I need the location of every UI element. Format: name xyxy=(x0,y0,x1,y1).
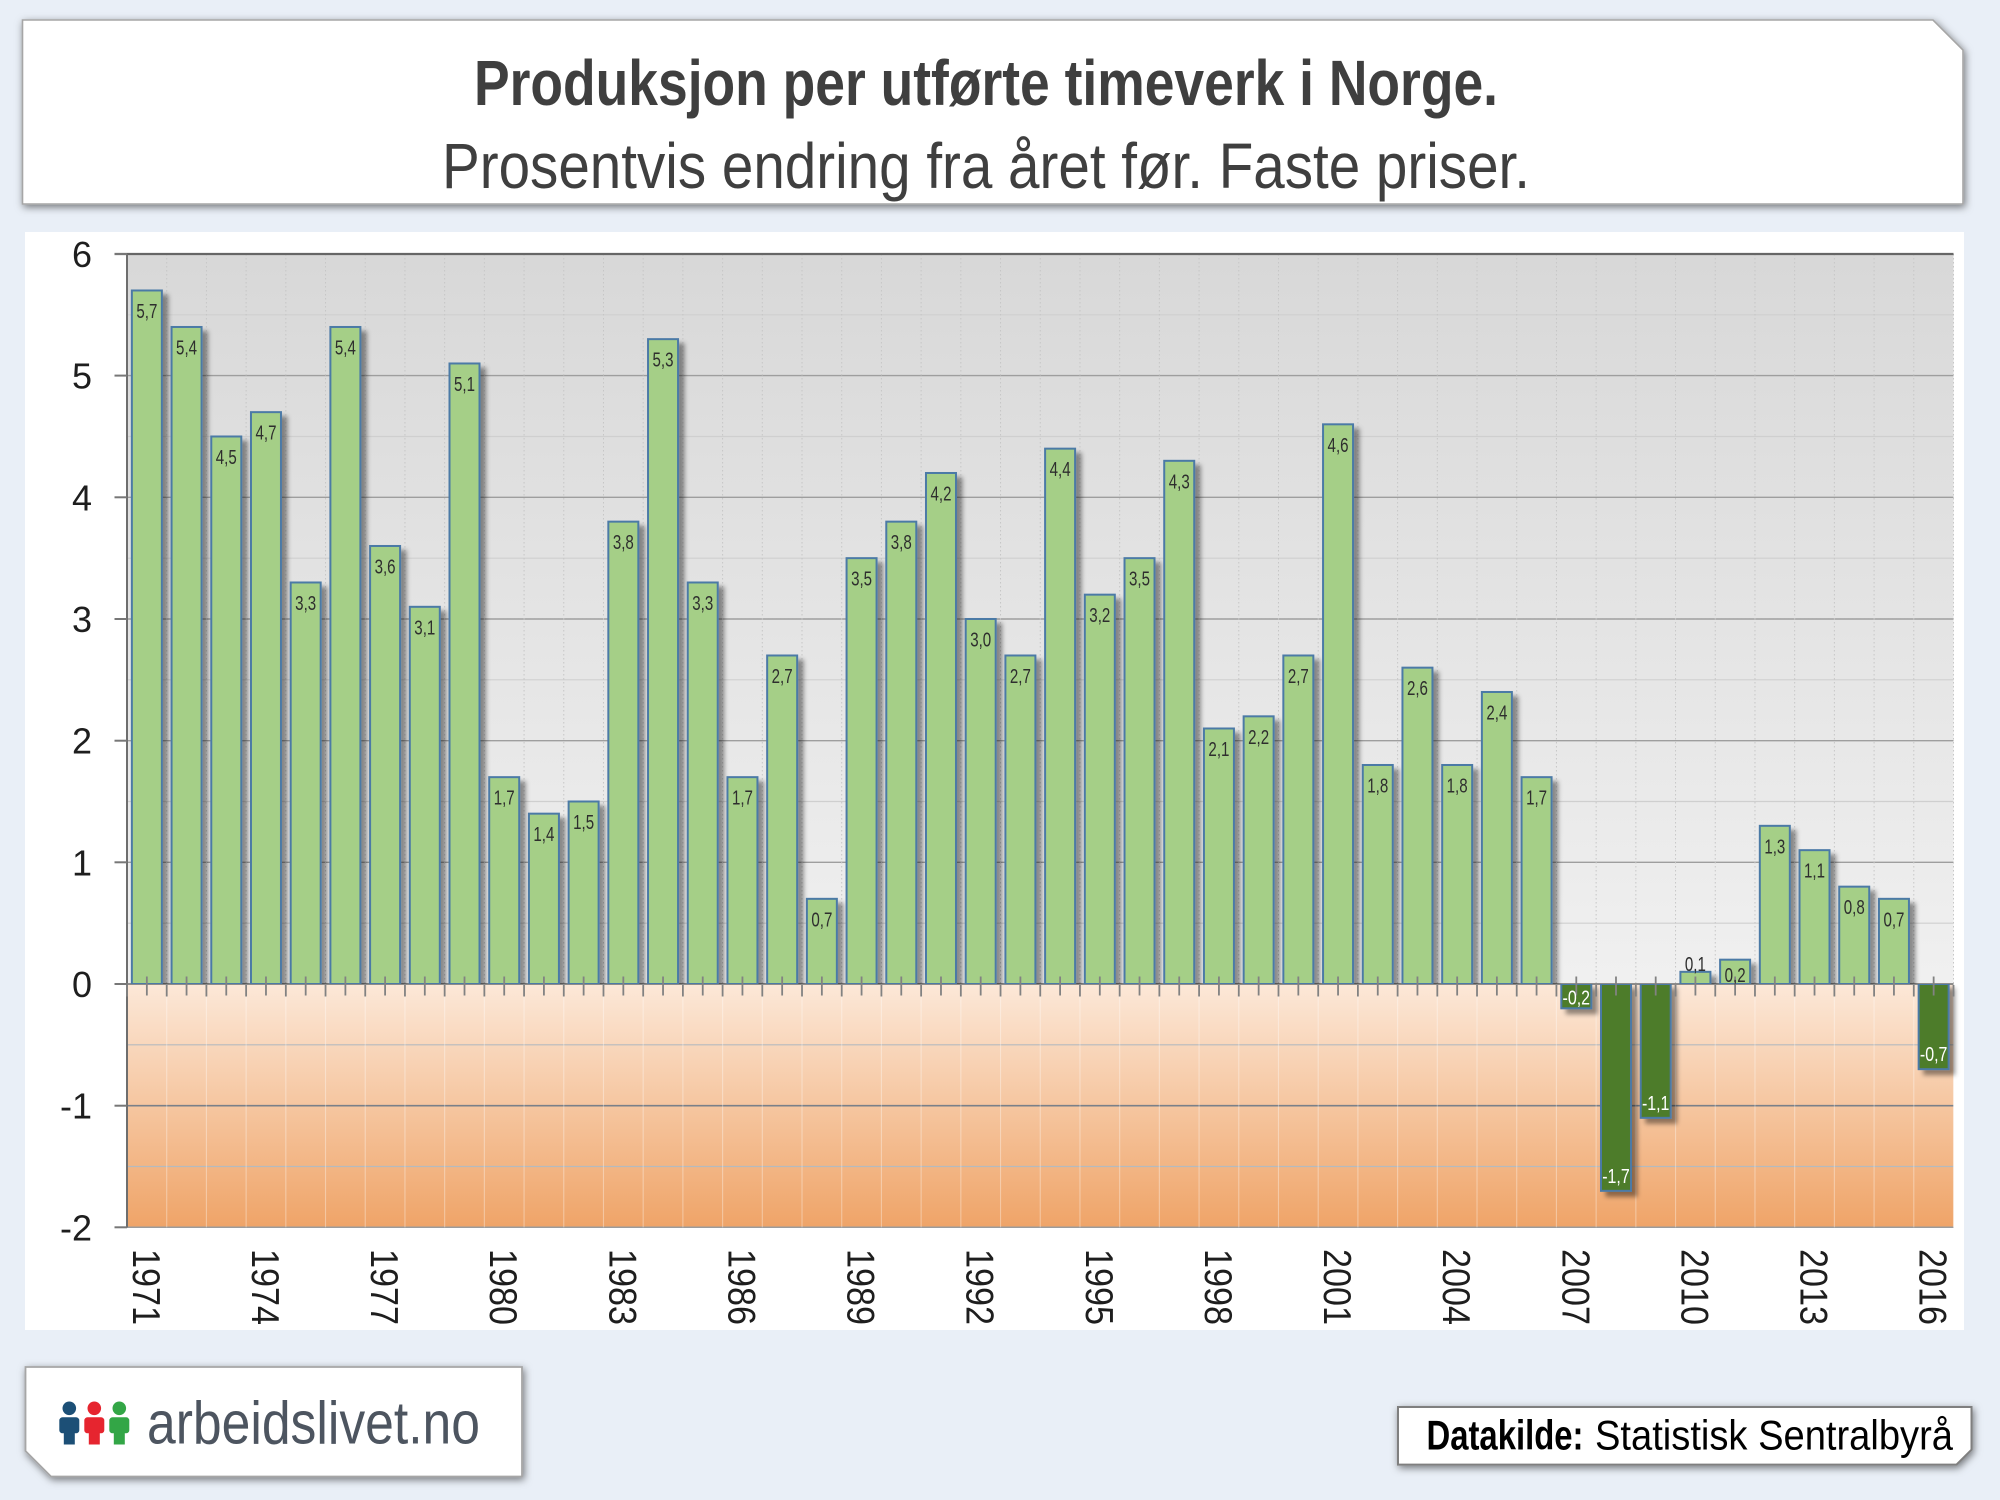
svg-text:3,8: 3,8 xyxy=(613,532,634,554)
svg-text:4,6: 4,6 xyxy=(1328,435,1349,457)
svg-text:-2: -2 xyxy=(60,1207,92,1248)
svg-text:2,7: 2,7 xyxy=(1288,666,1309,688)
svg-text:0,1: 0,1 xyxy=(1685,954,1706,976)
svg-text:2016: 2016 xyxy=(1911,1249,1954,1325)
svg-text:2001: 2001 xyxy=(1315,1249,1358,1325)
svg-text:2: 2 xyxy=(72,721,92,762)
svg-text:-1,7: -1,7 xyxy=(1602,1166,1630,1188)
svg-text:2,6: 2,6 xyxy=(1407,678,1428,700)
svg-text:1,4: 1,4 xyxy=(533,824,554,846)
svg-text:5,3: 5,3 xyxy=(653,350,674,372)
svg-text:-1,1: -1,1 xyxy=(1642,1093,1670,1115)
svg-text:Statistisk Sentralbyrå: Statistisk Sentralbyrå xyxy=(1595,1412,1954,1459)
svg-text:4,5: 4,5 xyxy=(216,447,237,469)
svg-text:1,7: 1,7 xyxy=(732,788,753,810)
svg-text:1,7: 1,7 xyxy=(1526,788,1547,810)
svg-text:2004: 2004 xyxy=(1434,1249,1477,1325)
svg-text:1998: 1998 xyxy=(1196,1249,1239,1325)
svg-text:1977: 1977 xyxy=(362,1249,405,1325)
svg-text:-1: -1 xyxy=(60,1086,92,1127)
svg-text:1995: 1995 xyxy=(1077,1249,1120,1325)
svg-text:1986: 1986 xyxy=(719,1249,762,1325)
svg-text:3,3: 3,3 xyxy=(295,593,316,615)
svg-text:3,2: 3,2 xyxy=(1089,605,1110,627)
svg-text:5,4: 5,4 xyxy=(335,337,356,359)
svg-text:0,2: 0,2 xyxy=(1725,965,1746,987)
svg-text:0: 0 xyxy=(72,964,92,1005)
svg-text:3,5: 3,5 xyxy=(851,569,872,591)
svg-text:1: 1 xyxy=(72,842,92,883)
svg-text:1992: 1992 xyxy=(958,1249,1001,1325)
svg-text:4,3: 4,3 xyxy=(1169,471,1190,493)
svg-text:arbeidslivet.no: arbeidslivet.no xyxy=(147,1390,480,1457)
svg-text:2010: 2010 xyxy=(1672,1249,1715,1325)
svg-text:2,2: 2,2 xyxy=(1248,727,1269,749)
svg-text:1974: 1974 xyxy=(243,1249,286,1325)
svg-text:Produksjon per utførte timever: Produksjon per utførte timeverk i Norge. xyxy=(474,47,1498,119)
svg-text:0,7: 0,7 xyxy=(1883,909,1904,931)
svg-text:1,5: 1,5 xyxy=(573,812,594,834)
svg-text:Datakilde:: Datakilde: xyxy=(1427,1412,1584,1459)
svg-text:-0,2: -0,2 xyxy=(1563,987,1591,1009)
svg-text:2,7: 2,7 xyxy=(1010,666,1031,688)
svg-text:3,3: 3,3 xyxy=(692,593,713,615)
svg-text:3: 3 xyxy=(72,599,92,640)
svg-text:4,2: 4,2 xyxy=(930,483,951,505)
svg-text:3,5: 3,5 xyxy=(1129,569,1150,591)
svg-text:3,8: 3,8 xyxy=(891,532,912,554)
svg-text:1,8: 1,8 xyxy=(1447,775,1468,797)
svg-text:6: 6 xyxy=(72,234,92,275)
svg-text:3,6: 3,6 xyxy=(375,556,396,578)
svg-text:Prosentvis endring fra året fø: Prosentvis endring fra året før. Faste p… xyxy=(442,130,1530,202)
svg-text:3,0: 3,0 xyxy=(970,629,991,651)
svg-text:5,1: 5,1 xyxy=(454,374,475,396)
svg-text:4,7: 4,7 xyxy=(255,423,276,445)
svg-text:2,7: 2,7 xyxy=(772,666,793,688)
svg-text:2013: 2013 xyxy=(1792,1249,1835,1325)
svg-text:0,8: 0,8 xyxy=(1844,897,1865,919)
svg-text:4: 4 xyxy=(72,477,92,518)
svg-text:5,7: 5,7 xyxy=(136,301,157,323)
svg-text:5,4: 5,4 xyxy=(176,337,197,359)
svg-text:1971: 1971 xyxy=(124,1249,167,1325)
svg-text:1,8: 1,8 xyxy=(1367,775,1388,797)
svg-text:1989: 1989 xyxy=(839,1249,882,1325)
svg-text:1983: 1983 xyxy=(600,1249,643,1325)
svg-text:1,7: 1,7 xyxy=(494,788,515,810)
svg-text:1,3: 1,3 xyxy=(1764,836,1785,858)
svg-text:0,7: 0,7 xyxy=(811,909,832,931)
svg-text:2,4: 2,4 xyxy=(1486,702,1507,724)
svg-text:5: 5 xyxy=(72,356,92,397)
svg-text:3,1: 3,1 xyxy=(414,617,435,639)
svg-text:2007: 2007 xyxy=(1553,1249,1596,1325)
svg-text:1980: 1980 xyxy=(481,1249,524,1325)
svg-text:4,4: 4,4 xyxy=(1050,459,1071,481)
svg-text:1,1: 1,1 xyxy=(1804,861,1825,883)
svg-text:2,1: 2,1 xyxy=(1208,739,1229,761)
svg-text:-0,7: -0,7 xyxy=(1920,1044,1948,1066)
